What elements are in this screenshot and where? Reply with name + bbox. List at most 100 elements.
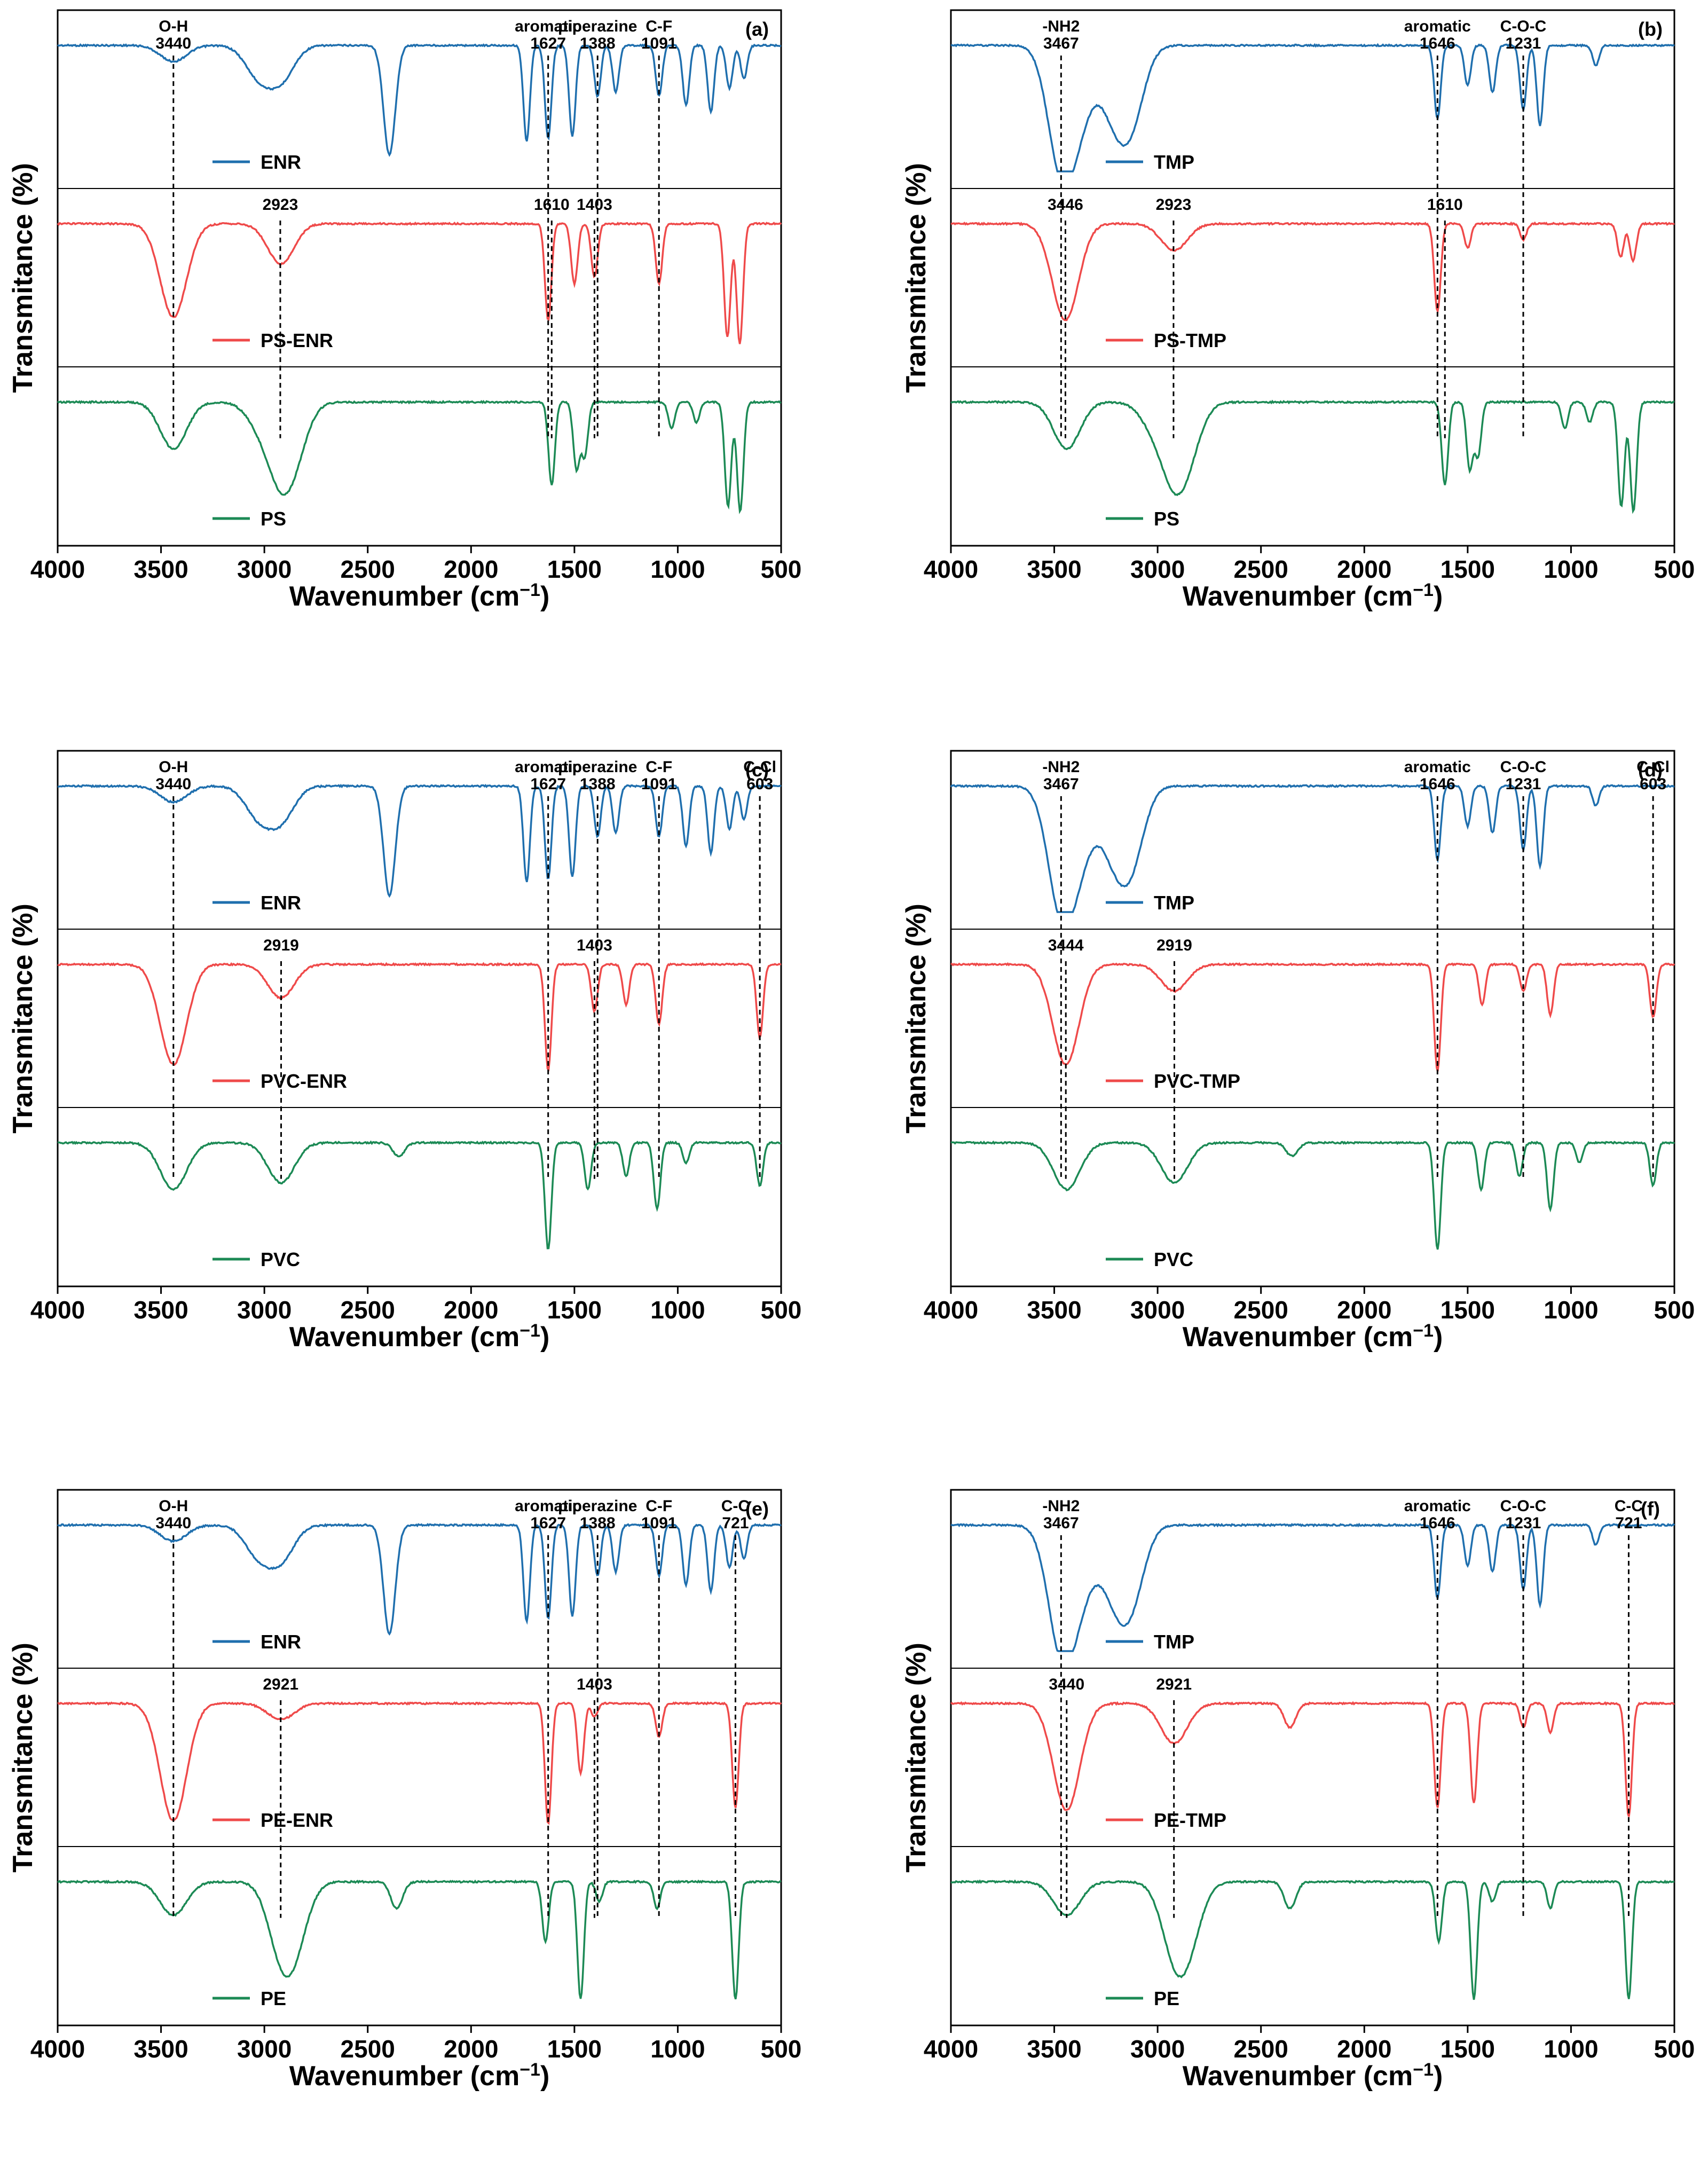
spectrum-enr bbox=[57, 1522, 782, 1636]
spectrum-pvc-enr bbox=[57, 962, 782, 1072]
legend-label: PS-ENR bbox=[261, 329, 333, 351]
x-tick-label: 500 bbox=[761, 555, 802, 583]
x-tick-label: 2000 bbox=[1337, 555, 1391, 583]
plot-frame bbox=[950, 9, 1675, 547]
peak-label: C-Cl bbox=[743, 758, 776, 776]
legend-label: TMP bbox=[1154, 892, 1194, 914]
x-tick-label: 3500 bbox=[133, 2035, 188, 2063]
peak-label: O-H bbox=[159, 1497, 188, 1515]
peak-label: 3444 bbox=[1048, 937, 1084, 954]
plot-frame bbox=[57, 1489, 782, 2026]
peak-label: 1388 bbox=[580, 35, 616, 52]
spectrum-pvc bbox=[950, 1140, 1675, 1250]
peak-label: piperazine bbox=[558, 758, 637, 776]
x-tick-label: 1000 bbox=[650, 2035, 705, 2063]
peak-label: 3440 bbox=[155, 1514, 191, 1532]
x-tick-label: 4000 bbox=[30, 1296, 85, 1324]
x-tick-label: 4000 bbox=[924, 555, 978, 583]
x-tick-label: 2000 bbox=[444, 555, 498, 583]
peak-label: 1403 bbox=[577, 196, 612, 214]
legend-label: PE-TMP bbox=[1154, 1809, 1226, 1831]
x-axis-title: Wavenumber (cm−1) bbox=[1183, 2060, 1443, 2092]
x-tick-label: 1000 bbox=[650, 1296, 705, 1324]
legend-label: PS bbox=[1154, 508, 1179, 530]
legend-label: TMP bbox=[1154, 1631, 1194, 1653]
x-tick-label: 3500 bbox=[133, 555, 188, 583]
peak-label: 3467 bbox=[1043, 1514, 1079, 1532]
legend-label: ENR bbox=[261, 1631, 301, 1653]
x-tick-label: 4000 bbox=[924, 1296, 978, 1324]
y-axis-title: Transmitance (%) bbox=[7, 904, 38, 1134]
legend-label: ENR bbox=[261, 151, 301, 173]
x-tick-label: 2500 bbox=[341, 2035, 395, 2063]
peak-label: -NH2 bbox=[1042, 18, 1080, 35]
x-tick-label: 2500 bbox=[1234, 1296, 1288, 1324]
peak-label: 2921 bbox=[263, 1676, 298, 1693]
peak-label: aromatic bbox=[515, 18, 581, 35]
peak-label: 1231 bbox=[1506, 1514, 1541, 1532]
peak-label: 721 bbox=[722, 1514, 749, 1532]
x-tick-label: 3000 bbox=[1130, 2035, 1185, 2063]
x-tick-label: 500 bbox=[1654, 1296, 1695, 1324]
peak-label: C-O-C bbox=[1500, 758, 1547, 776]
peak-label: 3440 bbox=[155, 35, 191, 52]
x-axis-title: Wavenumber (cm−1) bbox=[1183, 580, 1443, 612]
y-axis-title: Transmitance (%) bbox=[7, 163, 38, 393]
x-tick-label: 3000 bbox=[237, 1296, 292, 1324]
x-tick-label: 3000 bbox=[1130, 555, 1185, 583]
peak-label: C-O-C bbox=[1500, 18, 1547, 35]
peak-label: 1388 bbox=[580, 775, 616, 793]
x-tick-label: 1500 bbox=[1441, 1296, 1495, 1324]
peak-label: 2919 bbox=[1156, 937, 1192, 954]
x-tick-label: 500 bbox=[1654, 2035, 1695, 2063]
peak-label: 1646 bbox=[1420, 775, 1455, 793]
peak-label: 1646 bbox=[1420, 1514, 1455, 1532]
x-tick-label: 3000 bbox=[237, 555, 292, 583]
legend-label: PS-TMP bbox=[1154, 329, 1226, 351]
x-tick-label: 2000 bbox=[444, 2035, 498, 2063]
x-tick-label: 1500 bbox=[1441, 555, 1495, 583]
x-tick-label: 500 bbox=[1654, 555, 1695, 583]
plot-frame bbox=[57, 750, 782, 1287]
peak-label: 2921 bbox=[1156, 1676, 1192, 1693]
peak-label: C-C bbox=[1615, 1497, 1643, 1515]
peak-label: 1627 bbox=[530, 1514, 566, 1532]
spectrum-pe-enr bbox=[57, 1701, 782, 1825]
panel-label: (e) bbox=[745, 1498, 769, 1520]
legend-label: PVC bbox=[261, 1248, 300, 1270]
peak-label: O-H bbox=[159, 18, 188, 35]
peak-label: aromatic bbox=[1404, 758, 1471, 776]
x-tick-label: 4000 bbox=[30, 2035, 85, 2063]
y-axis-title: Transmitance (%) bbox=[7, 1643, 38, 1873]
x-tick-label: 2000 bbox=[1337, 2035, 1391, 2063]
x-tick-label: 500 bbox=[761, 1296, 802, 1324]
peak-label: C-F bbox=[646, 758, 672, 776]
x-tick-label: 2500 bbox=[341, 555, 395, 583]
legend-label: TMP bbox=[1154, 151, 1194, 173]
spectrum-pe-tmp bbox=[950, 1701, 1675, 1817]
peak-label: 3440 bbox=[155, 775, 191, 793]
peak-label: piperazine bbox=[558, 18, 637, 35]
peak-label: -NH2 bbox=[1042, 758, 1080, 776]
peak-label: 3467 bbox=[1043, 775, 1079, 793]
x-tick-label: 1000 bbox=[1544, 1296, 1598, 1324]
peak-label: C-C bbox=[721, 1497, 750, 1515]
peak-label: 2919 bbox=[263, 937, 299, 954]
spectrum-enr bbox=[57, 783, 782, 898]
peak-label: 1091 bbox=[641, 1514, 677, 1532]
x-axis-title: Wavenumber (cm−1) bbox=[289, 580, 550, 612]
peak-label: 1231 bbox=[1506, 35, 1541, 52]
y-axis-title: Transmitance (%) bbox=[901, 1643, 932, 1873]
x-tick-label: 1000 bbox=[1544, 555, 1598, 583]
peak-label: 1403 bbox=[577, 1676, 612, 1693]
x-tick-label: 3500 bbox=[1027, 2035, 1081, 2063]
spectrum-ps bbox=[950, 399, 1674, 514]
x-tick-label: 2000 bbox=[444, 1296, 498, 1324]
spectrum-tmp bbox=[950, 783, 1675, 913]
panel-label: (c) bbox=[745, 759, 769, 781]
plot-frame bbox=[57, 9, 782, 547]
x-tick-label: 3500 bbox=[133, 1296, 188, 1324]
x-tick-label: 3500 bbox=[1027, 1296, 1081, 1324]
